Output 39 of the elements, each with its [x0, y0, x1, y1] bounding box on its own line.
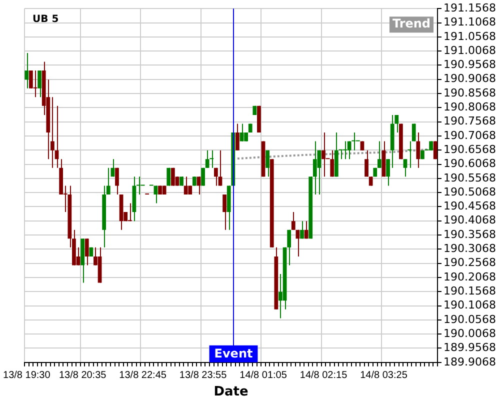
y-tick-label: 190.3568	[444, 228, 496, 241]
y-tick-label: 191.0568	[444, 30, 496, 43]
y-tick-label: 190.1068	[444, 298, 496, 312]
line-series	[236, 148, 436, 160]
y-tick-label: 190.6068	[444, 157, 496, 170]
y-tick-label: 190.5568	[444, 171, 496, 184]
y-tick-label: 190.9068	[444, 72, 496, 86]
y-tick-label: 190.4568	[444, 200, 496, 213]
y-tick-label: 190.2068	[444, 270, 496, 284]
y-tick-label: 191.0068	[444, 44, 496, 57]
y-tick-label: 190.8068	[444, 100, 496, 114]
y-tick-label: 191.1568	[444, 1, 496, 14]
y-tick-label: 189.9568	[444, 341, 496, 354]
y-tick-label: 190.0568	[444, 312, 496, 326]
y-tick-label: 191.1068	[444, 16, 496, 29]
x-tick-label: 13/8 23:55	[179, 370, 228, 382]
y-tick-label: 190.6568	[444, 142, 496, 156]
y-tick-label: 190.4068	[444, 214, 496, 227]
y-tick-label: 190.3068	[444, 242, 496, 256]
y-tick-label: 190.5068	[444, 185, 496, 198]
x-axis-title: Date	[214, 384, 248, 400]
y-tick-label: 189.9068	[444, 355, 496, 368]
x-tick-label: 14/8 03:25	[360, 370, 408, 382]
annotation: Event	[214, 346, 253, 361]
x-tick-label: 14/8 02:15	[300, 370, 348, 382]
y-tick-label: 190.8568	[444, 86, 496, 100]
y-tick-label: 190.7068	[444, 128, 496, 142]
x-tick-label: 13/8 22:45	[119, 370, 167, 382]
candlestick	[338, 149, 343, 160]
y-tick-label: 190.0068	[444, 326, 496, 340]
y-tick-label: 190.2568	[444, 256, 496, 270]
x-tick-label: 14/8 01:05	[240, 370, 288, 382]
y-tick-label: 190.7568	[444, 114, 496, 128]
x-tick-label: 13/8 19:30	[3, 370, 51, 382]
y-tick-label: 190.9568	[444, 58, 496, 72]
text: UB 5	[32, 14, 59, 26]
text: Trend	[392, 16, 431, 31]
y-tick-label: 190.1568	[444, 284, 496, 298]
x-tick-label: 13/8 20:35	[58, 370, 107, 382]
